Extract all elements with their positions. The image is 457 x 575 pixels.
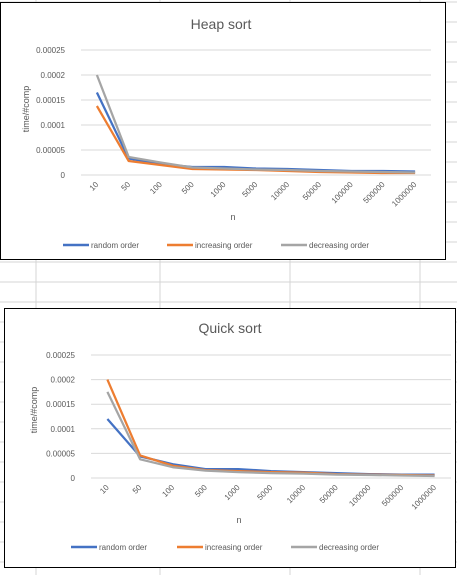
legend-label: decreasing order <box>309 241 369 250</box>
x-tick-label: 100000 <box>330 180 356 206</box>
series-line-decreasing-order <box>95 74 416 174</box>
legend-label: increasing order <box>195 241 253 250</box>
heap-sort-chart[interactable]: Heap sort time/#comp n 0.00025 0.0002 0.00… <box>0 2 446 260</box>
quick-sort-chart[interactable]: Quick sort time/#comp n 0.00025 0.0002 0.0… <box>4 308 456 568</box>
y-tick-label: 0.0001 <box>41 121 66 130</box>
legend: random order increasing order decreasing o… <box>71 543 379 552</box>
series-line-increasing-order <box>95 105 416 175</box>
x-tick-label: 50 <box>131 483 144 496</box>
x-tick-label: 100 <box>148 180 164 196</box>
x-tick-label: 500 <box>193 483 209 499</box>
y-tick-label: 0.00015 <box>36 96 65 105</box>
x-tick-label: 50000 <box>318 483 340 505</box>
x-tick-label: 5000 <box>255 483 274 502</box>
x-tick-label: 10 <box>98 483 111 496</box>
x-tick-label: 1000 <box>209 180 228 199</box>
x-axis-label: n <box>236 515 241 525</box>
y-tick-label: 0.0002 <box>51 376 76 385</box>
series-line-decreasing-order <box>106 391 435 478</box>
x-tick-label: 1000000 <box>410 483 439 512</box>
y-axis-label: time/#comp <box>21 86 31 133</box>
y-tick-label: 0.00025 <box>46 351 75 360</box>
y-tick-label: 0.00005 <box>46 449 75 458</box>
y-tick-label: 0.0001 <box>51 425 76 434</box>
legend-label: random order <box>99 543 147 552</box>
legend: random order increasing order decreasing o… <box>63 241 369 250</box>
quick-sort-chart-svg: Quick sort time/#comp n 0.00025 0.0002 0.0… <box>29 320 451 552</box>
x-tick-label: 500000 <box>361 180 387 206</box>
heap-sort-chart-svg: Heap sort time/#comp n 0.00025 0.0002 0.00… <box>21 16 431 250</box>
x-tick-label: 100000 <box>347 483 373 509</box>
x-axis-label: n <box>230 212 235 222</box>
y-tick-label: 0.00025 <box>36 46 65 55</box>
series-line-increasing-order <box>106 379 435 477</box>
chart-title: Heap sort <box>191 16 252 32</box>
y-tick-label: 0.00015 <box>46 400 75 409</box>
y-tick-label: 0.0002 <box>41 71 66 80</box>
legend-label: increasing order <box>205 543 263 552</box>
chart-title: Quick sort <box>198 320 261 336</box>
x-tick-label: 10 <box>88 180 101 193</box>
x-tick-label: 100 <box>160 483 176 499</box>
x-tick-label: 500 <box>180 180 196 196</box>
x-tick-label: 500000 <box>380 483 406 509</box>
x-tick-label: 10000 <box>285 483 307 505</box>
x-tick-label: 5000 <box>240 180 259 199</box>
y-axis-label: time/#comp <box>29 387 39 434</box>
x-tick-label: 50000 <box>301 180 323 202</box>
x-tick-label: 1000000 <box>390 180 419 209</box>
x-tick-label: 50 <box>119 180 132 193</box>
x-tick-label: 10000 <box>269 180 291 202</box>
legend-label: random order <box>91 241 139 250</box>
y-tick-label: 0.00005 <box>36 146 65 155</box>
x-tick-label: 1000 <box>223 483 242 502</box>
series-line-random-order <box>106 418 435 476</box>
y-tick-label: 0 <box>71 474 76 483</box>
legend-label: decreasing order <box>319 543 379 552</box>
y-tick-label: 0 <box>61 171 66 180</box>
